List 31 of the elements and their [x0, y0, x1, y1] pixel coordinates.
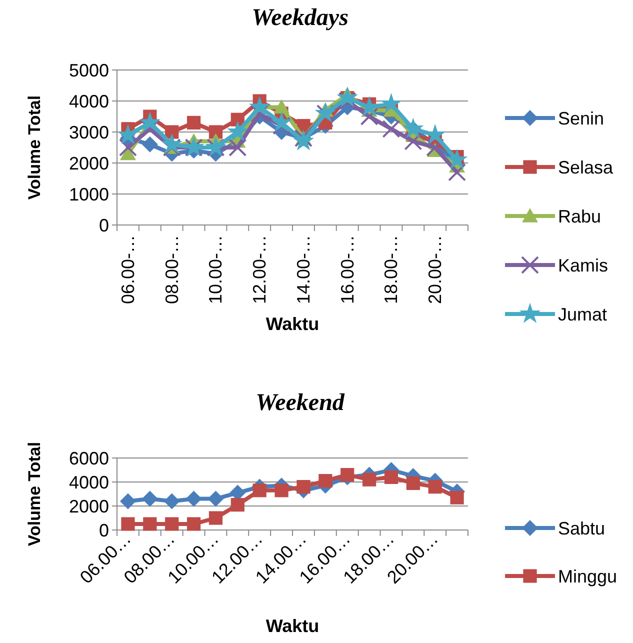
x-tick-label: 06.00-… — [118, 235, 138, 304]
y-tick-label: 2000 — [68, 153, 109, 174]
x-tick-label: 14.00-… — [293, 235, 314, 304]
legend-label: Rabu — [558, 206, 602, 226]
y-tick-label: 5000 — [68, 60, 109, 80]
y-tick-label: 6000 — [68, 448, 109, 468]
y-tick-label: 3000 — [68, 122, 109, 142]
y-tick-label: 1000 — [68, 184, 109, 204]
x-tick-label: 20.00-… — [425, 235, 446, 304]
x-tick-label: 08.00-… — [162, 235, 182, 304]
legend-label: Kamis — [558, 255, 608, 276]
chart-title: Weekend — [256, 390, 346, 416]
y-tick-label: 0 — [98, 520, 109, 540]
x-axis-title: Waktu — [266, 314, 320, 334]
legend-label: Minggu — [558, 566, 618, 586]
x-tick-label: 16.00-… — [337, 235, 358, 304]
legend-label: Senin — [558, 108, 604, 128]
y-tick-label: 0 — [98, 215, 109, 236]
legend-label: Selasa — [558, 157, 614, 178]
y-axis-title: Volume Total — [25, 442, 44, 546]
x-tick-label: 10.00-… — [206, 235, 226, 304]
x-axis-title: Waktu — [266, 616, 320, 636]
x-tick-label: 18.00-… — [381, 235, 402, 304]
y-axis-title: Volume Total — [25, 95, 44, 200]
x-tick-label: 12.00-… — [250, 235, 270, 304]
chart-title: Weekdays — [252, 5, 348, 31]
legend-label: Sabtu — [558, 518, 606, 538]
y-tick-label: 4000 — [68, 91, 109, 112]
y-tick-label: 4000 — [68, 472, 109, 492]
legend-label: Jumat — [558, 304, 608, 324]
y-tick-label: 2000 — [68, 496, 109, 516]
